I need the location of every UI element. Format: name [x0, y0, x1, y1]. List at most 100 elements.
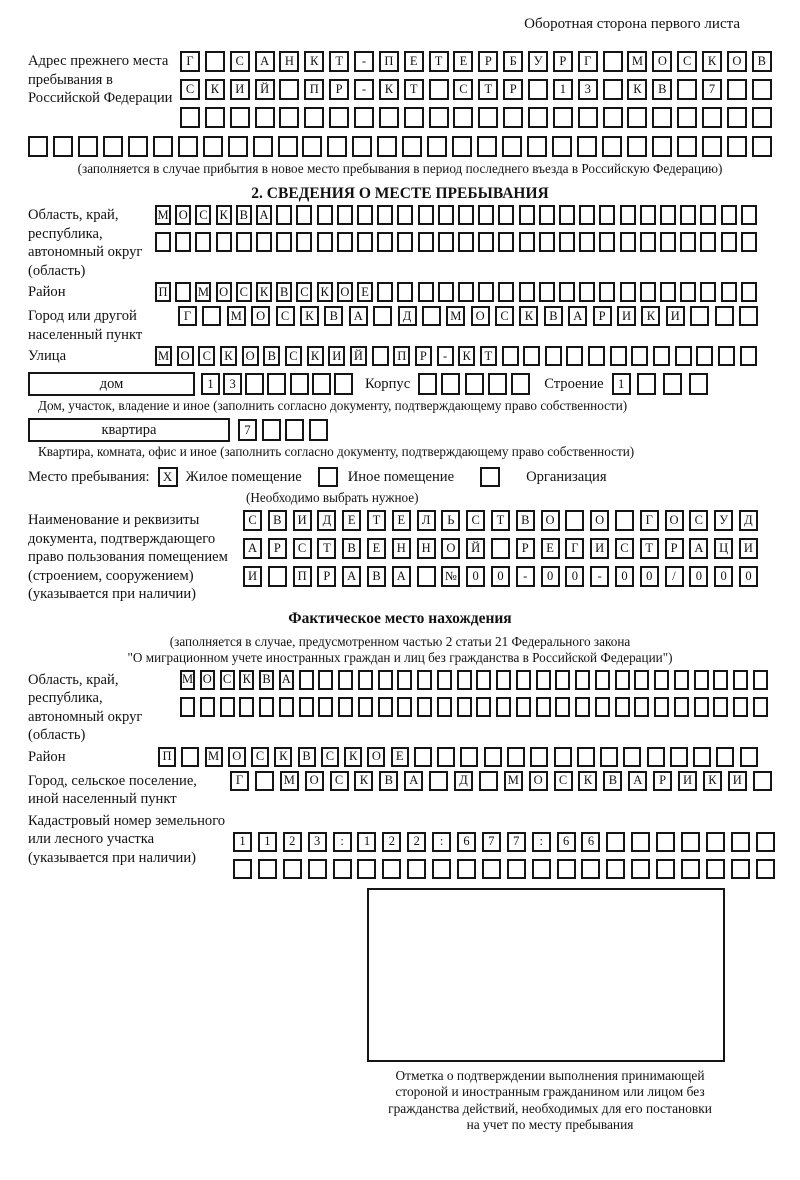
char-cell: [219, 696, 235, 717]
char-cell: 0: [689, 566, 709, 587]
char-cell: [619, 205, 636, 225]
char-cell: [751, 136, 772, 157]
char-cell: [552, 136, 573, 157]
char-cell: О: [199, 669, 215, 690]
char-cell: -: [354, 51, 375, 72]
char-cell: [377, 282, 394, 302]
region-label: Область, край, республика, автономный ок…: [28, 207, 143, 279]
char-cell: [377, 232, 394, 252]
char-cell: Р: [503, 79, 524, 100]
char-cell: 3: [307, 831, 327, 852]
char-cell: [559, 232, 576, 252]
char-cell: [204, 51, 225, 72]
char-cell: [538, 205, 555, 225]
char-cell: [490, 538, 510, 559]
prev-address-label: Адрес прежнего места пребывания в Россий…: [28, 53, 173, 106]
char-cell: [102, 136, 123, 157]
char-cell: Т: [428, 51, 449, 72]
char-cell: [751, 107, 772, 128]
char-row: [28, 136, 772, 157]
char-cell: [418, 373, 438, 395]
char-cell: И: [229, 79, 250, 100]
char-cell: [752, 669, 768, 690]
char-cell: [606, 858, 626, 879]
char-cell: [599, 282, 616, 302]
char-cell: [576, 746, 595, 767]
char-cell: /: [664, 566, 684, 587]
char-cell: 6: [457, 831, 477, 852]
char-cell: П: [393, 346, 411, 366]
char-cell: [452, 136, 473, 157]
char-cell: [413, 746, 432, 767]
char-cell: И: [292, 510, 312, 531]
char-cell: [476, 669, 492, 690]
char-cell: [660, 232, 677, 252]
char-cell: 1: [201, 373, 220, 395]
char-cell: Ц: [714, 538, 734, 559]
page-side-note: Оборотная сторона первого листа: [524, 16, 740, 32]
char-row: И П Р А В А № 0 0-0 0-0 0/0 0 0: [243, 566, 758, 587]
char-cell: С: [275, 306, 295, 326]
char-cell: :: [332, 831, 352, 852]
char-cell: [575, 696, 590, 717]
char-row: [233, 858, 775, 879]
char-cell: М: [226, 306, 246, 326]
char-cell: К: [702, 770, 722, 791]
char-cell: [511, 373, 531, 395]
char-row: [180, 696, 768, 717]
char-cell: [700, 282, 717, 302]
char-cell: -: [354, 79, 375, 100]
char-cell: О: [251, 306, 271, 326]
char-cell: [559, 282, 576, 302]
char-cell: [298, 696, 314, 717]
char-cell: [407, 858, 427, 879]
char-cell: [623, 746, 642, 767]
char-cell: 0: [490, 566, 510, 587]
char-cell: [501, 346, 519, 366]
char-cell: -: [436, 346, 454, 366]
char-cell: Л: [416, 510, 436, 531]
char-cell: [631, 346, 649, 366]
char-cell: [538, 282, 555, 302]
char-cell: М: [446, 306, 466, 326]
char-cell: [252, 136, 273, 157]
char-cell: К: [702, 51, 723, 72]
char-cell: П: [292, 566, 312, 587]
char-cell: [599, 205, 616, 225]
char-cell: А: [568, 306, 588, 326]
apartment-note: Квартира, комната, офис и иное (заполнит…: [38, 444, 635, 459]
char-cell: [602, 79, 623, 100]
char-cell: В: [235, 205, 252, 225]
char-cell: [739, 346, 757, 366]
char-cell: [487, 373, 507, 395]
char-cell: 6: [581, 831, 601, 852]
char-cell: [566, 346, 584, 366]
char-cell: К: [239, 669, 255, 690]
char-cell: В: [297, 746, 316, 767]
char-cell: [175, 232, 192, 252]
char-cell: Г: [565, 538, 585, 559]
char-cell: С: [284, 346, 302, 366]
char-cell: [653, 346, 671, 366]
char-cell: [693, 696, 709, 717]
char-cell: [538, 232, 555, 252]
char-cell: [397, 696, 413, 717]
char-cell: [417, 669, 432, 690]
char-cell: Т: [478, 79, 499, 100]
char-cell: У: [714, 510, 734, 531]
char-cell: [594, 669, 610, 690]
char-cell: И: [617, 306, 637, 326]
char-cell: [720, 205, 737, 225]
char-cell: [693, 669, 709, 690]
char-cell: И: [243, 566, 262, 587]
char-cell: [660, 282, 677, 302]
char-cell: С: [198, 346, 216, 366]
stamp-box: [367, 887, 725, 1062]
char-cell: Р: [267, 538, 287, 559]
char-cell: О: [227, 746, 246, 767]
char-cell: В: [276, 282, 293, 302]
char-cell: [639, 205, 656, 225]
